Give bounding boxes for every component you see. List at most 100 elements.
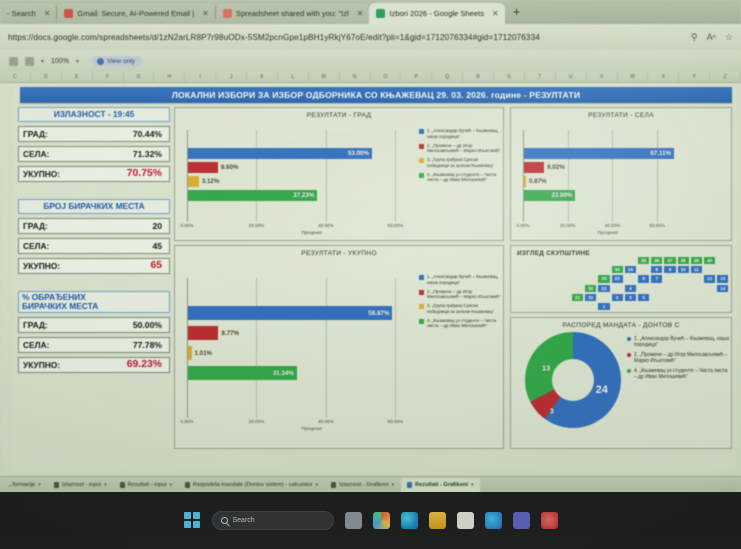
column-header[interactable]: W bbox=[618, 72, 649, 82]
view-only-badge[interactable]: View only bbox=[91, 56, 143, 66]
assembly-seat-7[interactable]: 7 bbox=[650, 274, 664, 284]
column-header[interactable]: U bbox=[556, 72, 587, 82]
assembly-seat-24[interactable]: 24 bbox=[623, 265, 637, 275]
sheet-tab-3[interactable]: Raspodela mandate (Dontov sistem) - calc… bbox=[179, 478, 324, 492]
start-icon[interactable] bbox=[183, 512, 201, 529]
legend-item-1[interactable]: 1. „Александар Вучић – Књажевац, наша по… bbox=[627, 336, 731, 349]
close-icon[interactable]: ✕ bbox=[492, 9, 499, 18]
address-bar[interactable]: https://docs.google.com/spreadsheets/d/1… bbox=[0, 24, 741, 50]
column-header[interactable]: R bbox=[463, 72, 494, 82]
assembly-seat-9[interactable]: 9 bbox=[663, 265, 677, 275]
legend-item-2[interactable]: 2. „Промене – др Игор Милосављевић – Мар… bbox=[627, 352, 731, 365]
column-header[interactable]: K bbox=[247, 72, 278, 82]
browser-tab-1[interactable]: Gmail: Secure, AI-Powered Email | ✕ bbox=[57, 3, 215, 24]
sheet-tab-2[interactable]: Rezultati - input ▾ bbox=[114, 478, 178, 492]
assembly-seat-32[interactable]: 32 bbox=[584, 283, 598, 293]
assembly-seat-31[interactable]: 31 bbox=[584, 292, 598, 302]
assembly-seat-39[interactable]: 39 bbox=[689, 256, 703, 266]
assembly-seat-10[interactable]: 10 bbox=[676, 265, 690, 275]
browser-tab-0[interactable]: - Search ✕ bbox=[0, 3, 57, 24]
legend-item-2[interactable]: 2. „Промене – др Игор Милосављевић – Мар… bbox=[419, 143, 501, 154]
legend-item-4[interactable]: 4. „Књажевац уз студенте – Чиста листа –… bbox=[419, 172, 501, 183]
bar-1[interactable]: 53.00% bbox=[188, 148, 373, 159]
assembly-seat-13[interactable]: 13 bbox=[716, 274, 730, 284]
edge-icon[interactable] bbox=[400, 512, 418, 529]
zoom-level[interactable]: 100% bbox=[51, 57, 69, 65]
assembly-seat-8[interactable]: 8 bbox=[650, 265, 664, 275]
task-view-icon[interactable] bbox=[344, 512, 362, 529]
chevron-down-icon[interactable]: ▾ bbox=[169, 481, 172, 488]
column-header[interactable]: T bbox=[525, 72, 556, 82]
column-header[interactable]: P bbox=[401, 72, 433, 82]
column-header[interactable]: E bbox=[62, 72, 93, 82]
bar-3[interactable]: 3.12% bbox=[188, 176, 219, 187]
assembly-seat-40[interactable]: 40 bbox=[703, 256, 717, 266]
column-header[interactable]: L bbox=[278, 72, 309, 82]
assembly-seat-33[interactable]: 33 bbox=[597, 274, 611, 284]
sheet-tab-1[interactable]: Izlaznost - input ▾ bbox=[48, 478, 113, 492]
assembly-seat-36[interactable]: 36 bbox=[650, 256, 664, 266]
assembly-seat-11[interactable]: 11 bbox=[689, 265, 703, 275]
chevron-down-icon[interactable]: ▾ bbox=[38, 481, 41, 488]
legend-item-4[interactable]: 4. „Књажевац уз студенте – Чиста листа –… bbox=[627, 368, 731, 381]
legend-item-1[interactable]: 1. „Александар Вучић – Књажевац, наша по… bbox=[419, 128, 501, 139]
chevron-down-icon[interactable]: ▾ bbox=[315, 481, 319, 488]
copilot-icon[interactable] bbox=[372, 512, 390, 529]
paint-format-icon[interactable] bbox=[25, 56, 34, 66]
browser-tab-3-active[interactable]: Izbori 2026 - Google Sheets ✕ bbox=[369, 3, 505, 24]
chart-card-city[interactable]: РЕЗУЛТАТИ - ГРАД 53.00% 8.60% 3.12% 37.23% 0… bbox=[174, 107, 504, 241]
search-input[interactable]: Search bbox=[211, 511, 334, 530]
column-header[interactable]: N bbox=[340, 72, 371, 82]
column-header[interactable]: Y bbox=[679, 72, 711, 82]
column-header[interactable]: C bbox=[0, 72, 31, 82]
file-explorer-icon[interactable] bbox=[428, 512, 446, 529]
chevron-down-icon[interactable]: ▾ bbox=[104, 481, 107, 488]
assembly-seat-21[interactable]: 21 bbox=[571, 292, 585, 302]
chart-card-villages[interactable]: РЕЗУЛТАТИ - СЕЛА 67.11% 9.02% 0.87% 23.00% 0… bbox=[510, 107, 732, 241]
column-header[interactable]: Z bbox=[710, 72, 741, 82]
column-header[interactable]: D bbox=[31, 72, 62, 82]
outlook-icon[interactable] bbox=[484, 512, 502, 529]
legend-item-1[interactable]: 1. „Александар Вучић – Књажевац, наша по… bbox=[419, 274, 501, 285]
sheet-tab-5[interactable]: Rezultati - Grafikoni ▾ bbox=[401, 477, 480, 492]
column-header[interactable]: X bbox=[648, 72, 680, 82]
bar-3[interactable]: 1.01% bbox=[188, 346, 212, 360]
bar-1[interactable]: 58.87% bbox=[188, 306, 393, 320]
bar-2[interactable]: 8.77% bbox=[188, 326, 239, 340]
chevron-down-icon[interactable]: ▾ bbox=[391, 481, 395, 488]
assembly-seat-34[interactable]: 34 bbox=[610, 265, 624, 275]
assembly-seat-35[interactable]: 35 bbox=[637, 256, 651, 266]
assembly-seat-2[interactable]: 2 bbox=[610, 292, 624, 302]
browser-tab-2[interactable]: Spreadsheet shared with you: "Izl ✕ bbox=[215, 3, 370, 24]
chevron-down-icon[interactable]: ▾ bbox=[75, 58, 79, 65]
assembly-seat-5[interactable]: 5 bbox=[637, 292, 651, 302]
teams-icon[interactable] bbox=[512, 512, 530, 529]
chevron-down-icon[interactable]: ▾ bbox=[41, 58, 45, 65]
assembly-seat-23[interactable]: 23 bbox=[610, 274, 624, 284]
assembly-seat-4[interactable]: 4 bbox=[623, 283, 637, 293]
store-icon[interactable] bbox=[456, 512, 474, 529]
column-header[interactable]: J bbox=[216, 72, 247, 82]
assembly-seat-3[interactable]: 3 bbox=[623, 292, 637, 302]
bar-1[interactable]: 67.11% bbox=[524, 148, 675, 159]
bar-4[interactable]: 37.23% bbox=[188, 190, 318, 201]
legend-item-3[interactable]: 3. „Група грађана Српски победници за зе… bbox=[419, 303, 501, 314]
new-tab-button[interactable]: + bbox=[512, 3, 521, 19]
column-header[interactable]: G bbox=[124, 72, 155, 82]
assembly-seat-6[interactable]: 6 bbox=[637, 274, 651, 284]
sheet-tab-4[interactable]: Izlaznost - Grafikoni ▾ bbox=[325, 478, 400, 492]
assembly-seat-22[interactable]: 22 bbox=[597, 283, 611, 293]
bar-4[interactable]: 23.00% bbox=[524, 190, 576, 201]
close-icon[interactable]: ✕ bbox=[43, 9, 51, 18]
sheet-tab-0[interactable]: ...formacije ▾ bbox=[2, 478, 47, 492]
bar-2[interactable]: 8.60% bbox=[188, 162, 238, 173]
column-header[interactable]: S bbox=[494, 72, 525, 82]
bar-2[interactable]: 9.02% bbox=[524, 162, 565, 173]
column-header[interactable]: M bbox=[309, 72, 340, 82]
legend-item-2[interactable]: 2. „Промене – др Игор Милосављевић – Мар… bbox=[419, 289, 501, 300]
column-header[interactable]: O bbox=[371, 72, 402, 82]
chevron-down-icon[interactable]: ▾ bbox=[470, 481, 474, 488]
assembly-seat-1[interactable]: 1 bbox=[597, 302, 611, 312]
print-icon[interactable] bbox=[9, 56, 18, 66]
read-aloud-icon[interactable]: Aⁿ bbox=[706, 32, 716, 42]
